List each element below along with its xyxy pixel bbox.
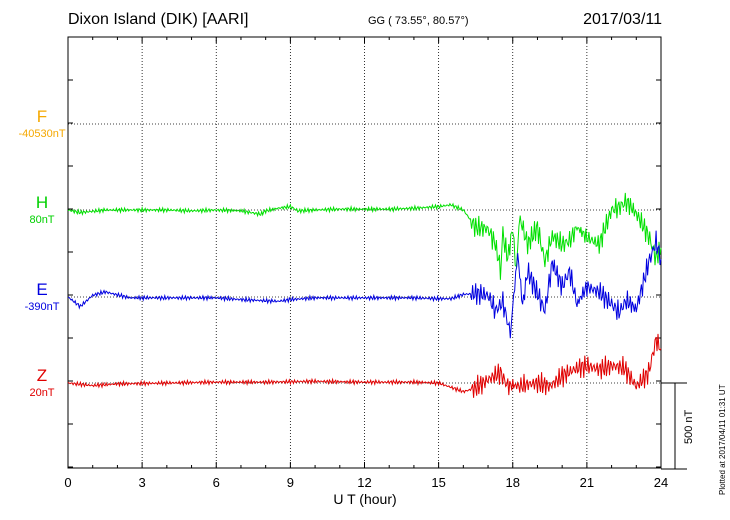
component-baseline: 80nT bbox=[29, 214, 55, 226]
trace-h bbox=[67, 192, 662, 280]
component-baseline: -40530nT bbox=[18, 128, 66, 140]
component-name: Z bbox=[36, 366, 48, 385]
trace-z bbox=[67, 333, 662, 398]
x-tick-label: 0 bbox=[64, 475, 71, 490]
x-axis-label: U T (hour) bbox=[333, 491, 397, 507]
component-baseline: -390nT bbox=[24, 301, 60, 313]
x-tick-label: 12 bbox=[357, 475, 371, 490]
component-label-e: E -390nT bbox=[10, 280, 74, 313]
x-tick-label: 9 bbox=[287, 475, 294, 490]
trace-e bbox=[67, 230, 662, 339]
station-title: Dixon Island (DIK) [AARI] bbox=[68, 11, 249, 28]
scale-bar-label: 500 nT bbox=[683, 409, 695, 444]
x-tick-label: 21 bbox=[580, 475, 594, 490]
component-baseline: 20nT bbox=[29, 387, 55, 399]
component-label-f: F -40530nT bbox=[10, 107, 74, 140]
x-tick-label: 6 bbox=[213, 475, 220, 490]
x-tick-label: 3 bbox=[139, 475, 146, 490]
date-label: 2017/03/11 bbox=[583, 11, 662, 28]
x-tick-label: 18 bbox=[506, 475, 520, 490]
component-name: E bbox=[36, 280, 48, 299]
component-name: H bbox=[35, 193, 49, 212]
component-label-z: Z 20nT bbox=[10, 366, 74, 399]
x-tick-label: 24 bbox=[654, 475, 668, 490]
x-tick-label: 15 bbox=[431, 475, 445, 490]
component-name: F bbox=[36, 107, 48, 126]
component-label-h: H 80nT bbox=[10, 193, 74, 226]
geographic-coordinates: GG ( 73.55°, 80.57°) bbox=[368, 15, 469, 27]
plotted-timestamp: Plotted at 2017/04/11 01:31 UT bbox=[718, 384, 727, 495]
